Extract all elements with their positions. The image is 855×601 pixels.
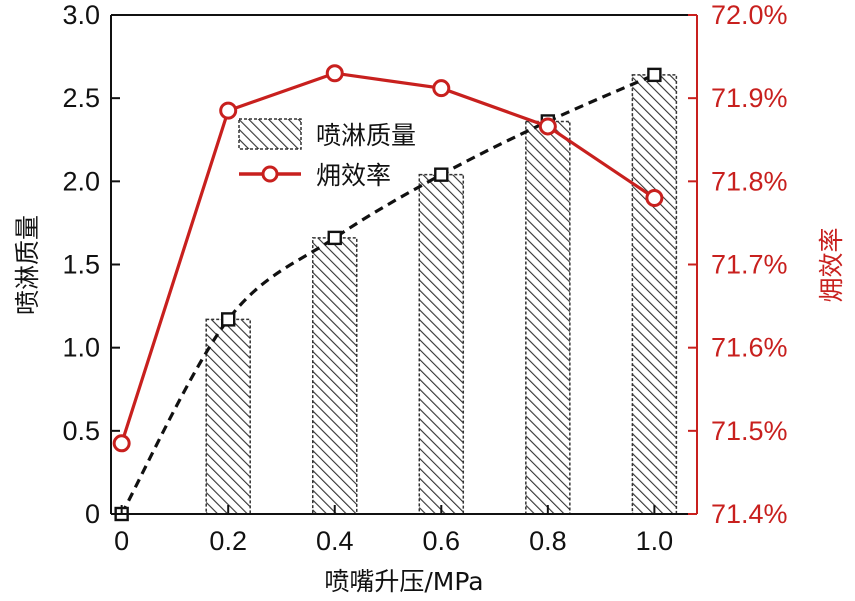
x-tick-label: 1.0 <box>636 526 674 556</box>
spray-mass-point-0.6 <box>434 167 449 182</box>
bar-0.8 <box>525 120 571 515</box>
y-axis-title-left: 喷淋质量 <box>13 215 42 315</box>
right-tick-label: 71.4% <box>711 499 788 529</box>
efficiency-line-layer <box>112 64 664 453</box>
left-tick-label: 3.0 <box>62 0 100 30</box>
right-tick-label: 71.8% <box>711 166 788 196</box>
efficiency-line <box>120 71 656 444</box>
left-tick-label: 0 <box>85 499 100 529</box>
axes-layer <box>110 14 698 515</box>
bars-layer <box>205 74 678 515</box>
efficiency-point-0.4 <box>325 64 344 83</box>
bar-0.6 <box>418 173 465 515</box>
right-tick-label: 71.9% <box>711 83 788 113</box>
left-tick-label: 0.5 <box>62 416 100 446</box>
efficiency-point-0 <box>112 434 131 453</box>
bar-0.2 <box>205 318 251 515</box>
bar-0.4 <box>311 237 358 515</box>
bar-1.0 <box>631 74 678 515</box>
legend-bar-label: 喷淋质量 <box>316 121 416 150</box>
legend-line-marker <box>261 165 279 183</box>
x-tick-label: 0.4 <box>316 526 354 556</box>
ticks-layer: 0 0.5 1.0 1.5 2.0 2.5 3.0 71.4% 71.5% 71.6% 71.7% 7… <box>62 0 787 556</box>
x-tick-label: 0.2 <box>209 526 247 556</box>
x-axis-title: 喷嘴升压/MPa <box>324 567 483 596</box>
left-tick-label: 2.5 <box>62 83 100 113</box>
spray-mass-point-0.2 <box>220 312 236 327</box>
efficiency-point-1.0 <box>645 188 664 207</box>
legend-line-label: 㶲效率 <box>316 161 391 190</box>
left-tick-label: 2.0 <box>62 166 100 196</box>
left-tick-label: 1.5 <box>62 250 100 280</box>
x-tick-label: 0 <box>114 526 129 556</box>
efficiency-point-0.6 <box>432 79 451 98</box>
legend-bar-swatch <box>238 118 302 150</box>
x-tick-label: 0.8 <box>529 526 567 556</box>
legend: 喷淋质量 㶲效率 <box>238 118 416 190</box>
right-tick-label: 71.5% <box>711 416 788 446</box>
left-tick-label: 1.0 <box>62 333 100 363</box>
spray-mass-point-0.4 <box>327 230 342 246</box>
spray-mass-point-1.0 <box>647 67 662 83</box>
right-tick-label: 71.6% <box>711 333 788 363</box>
right-tick-label: 72.0% <box>711 0 788 30</box>
efficiency-point-0.2 <box>219 101 238 120</box>
y-axis-title-right: 㶲效率 <box>817 227 846 302</box>
efficiency-point-0.8 <box>538 117 557 136</box>
x-tick-label: 0.6 <box>423 526 461 556</box>
right-tick-label: 71.7% <box>711 250 788 280</box>
